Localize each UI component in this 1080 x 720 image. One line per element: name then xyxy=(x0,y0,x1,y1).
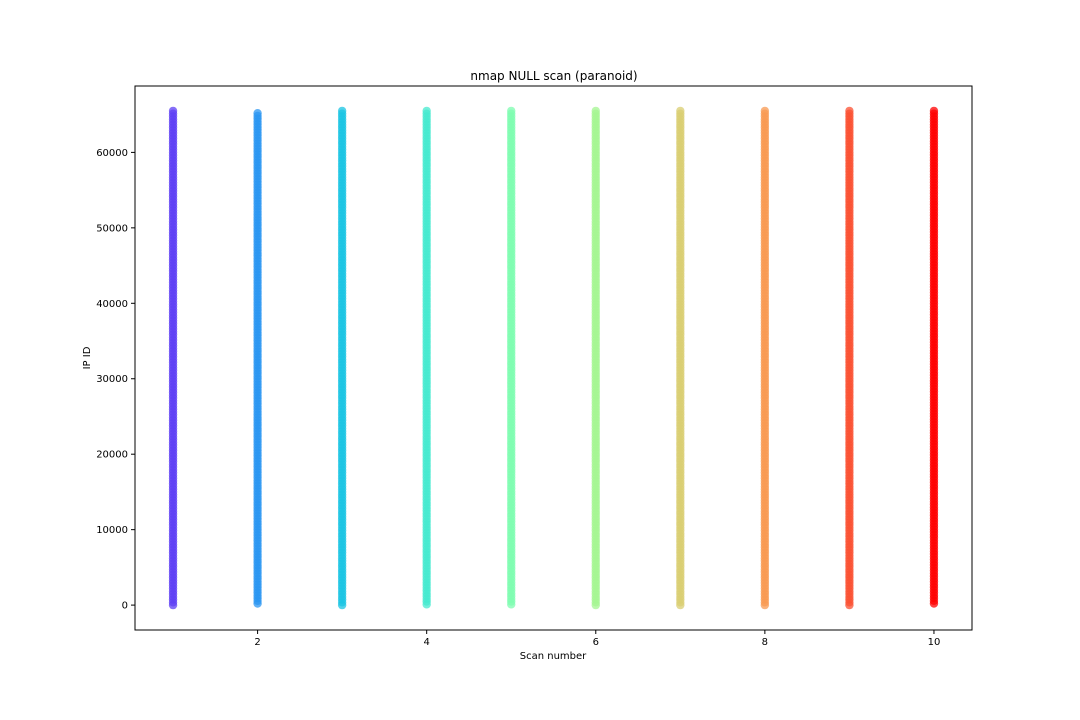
data-point xyxy=(168,106,178,116)
data-point xyxy=(845,106,854,116)
series-3 xyxy=(337,106,347,610)
series-6 xyxy=(591,106,600,610)
y-tick-label: 20000 xyxy=(96,450,128,461)
y-tick-label: 10000 xyxy=(96,525,128,536)
series-1 xyxy=(168,106,178,610)
x-tick-label: 8 xyxy=(762,637,768,648)
data-point xyxy=(507,106,516,116)
x-tick-label: 10 xyxy=(928,637,941,648)
series-4 xyxy=(422,106,431,609)
y-axis-label: IP ID xyxy=(82,346,93,369)
data-point xyxy=(929,106,939,116)
data-point xyxy=(253,108,262,118)
data-point xyxy=(676,106,685,116)
y-tick-label: 60000 xyxy=(96,148,128,159)
x-tick-label: 2 xyxy=(254,637,260,648)
chart-title: nmap NULL scan (paranoid) xyxy=(470,69,637,83)
y-tick-label: 30000 xyxy=(96,374,128,385)
data-point xyxy=(591,106,600,116)
x-axis: 2 4 6 8 10 xyxy=(254,630,940,648)
plot-frame xyxy=(134,85,973,631)
x-axis-label: Scan number xyxy=(520,651,587,662)
y-axis: 0 10000 20000 30000 40000 50000 60000 xyxy=(96,148,135,612)
y-tick-label: 40000 xyxy=(96,299,128,310)
y-tick-label: 0 xyxy=(122,601,128,612)
data-point xyxy=(337,106,347,116)
x-tick-label: 4 xyxy=(423,637,429,648)
x-tick-label: 6 xyxy=(593,637,599,648)
series-5 xyxy=(507,106,516,609)
series-8 xyxy=(760,106,770,610)
data-point xyxy=(760,106,770,116)
data-point xyxy=(422,106,431,116)
series-2 xyxy=(253,108,262,608)
y-tick-label: 50000 xyxy=(96,223,128,234)
series-9 xyxy=(845,106,854,610)
series-7 xyxy=(676,106,685,610)
series-10 xyxy=(929,106,939,608)
points-layer xyxy=(168,106,939,610)
